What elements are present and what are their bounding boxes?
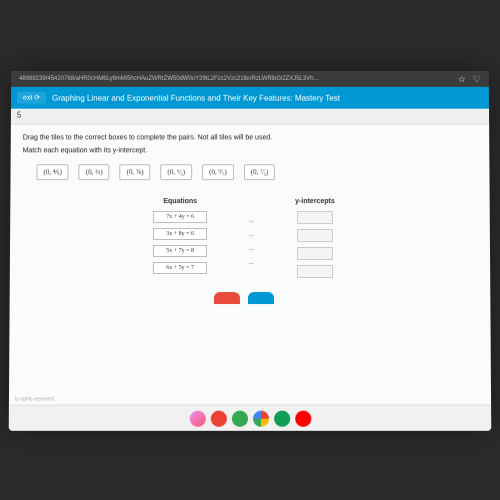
answer-tiles-row: (0, ⅘) (0, ⅔) (0, ⅞) (0, ⁶⁄₅) (0, ⁹⁄₇) (… [36,164,465,180]
answer-tile[interactable]: (0, ⁹⁄₇) [202,164,234,180]
url-text: 48988239/45420768/aHR0cHM6Ly9mMi5hcHAuZW… [19,71,318,87]
equations-column: Equations 7x + 4y = 6 3x + 8y = 6 5x + 7… [153,198,207,278]
answer-tile[interactable]: (0, ⅘) [36,164,68,180]
equation-box: 7x + 4y = 6 [153,211,207,223]
instruction-line-2: Match each equation with its y-intercept… [23,147,466,154]
chrome-shelf [9,405,492,431]
arrow-icon: → [247,216,255,225]
drop-targets [295,211,335,278]
app-icon[interactable] [274,410,290,426]
reset-button[interactable] [214,292,240,304]
youtube-icon[interactable] [295,410,311,426]
equation-box: 6x + 5y = 7 [153,262,207,274]
browser-url-bar: 48988239/45420768/aHR0cHM6Ly9mMi5hcHAuZW… [11,71,489,87]
equation-box: 5x + 7y = 8 [153,245,207,257]
url-actions: ☆ ♡ [458,71,481,87]
answer-tile[interactable]: (0, ⅞) [120,164,151,180]
favorite-heart-icon[interactable]: ♡ [473,71,481,87]
photo-background: 48988239/45420768/aHR0cHM6Ly9mMi5hcHAuZW… [0,0,500,500]
answer-tile[interactable]: (0, ⁷⁄₃) [244,164,276,180]
equations-list: 7x + 4y = 6 3x + 8y = 6 5x + 7y = 8 6x +… [153,211,207,274]
question-number: 5 [17,111,21,120]
docs-icon[interactable] [231,410,247,426]
answer-tile[interactable]: (0, ⁶⁄₅) [160,164,192,180]
chrome-icon[interactable] [253,410,269,426]
question-content: Drag the tiles to the correct boxes to c… [9,125,491,405]
app-header: ext ⟳ Graphing Linear and Exponential Fu… [11,87,489,109]
drop-target[interactable] [297,247,333,260]
header-tab[interactable]: ext ⟳ [17,92,46,104]
drop-column: y-intercepts [295,198,335,278]
page-title: Graphing Linear and Exponential Function… [52,93,340,102]
arrow-icon: → [247,244,255,253]
copyright-footer: ts rights reserved. [15,397,55,403]
shelf-app-icon[interactable] [189,410,205,426]
submit-button[interactable] [248,292,274,304]
matching-area: Equations 7x + 4y = 6 3x + 8y = 6 5x + 7… [22,198,466,278]
arrow-icon: → [247,230,255,239]
arrow-icon: → [247,258,255,267]
action-buttons [22,292,467,304]
drop-target[interactable] [297,211,333,224]
drop-target[interactable] [297,229,333,242]
arrows-column: → → → → [247,198,255,278]
equation-box: 3x + 8y = 6 [153,228,207,240]
question-number-row: 5 [11,109,489,125]
instruction-line-1: Drag the tiles to the correct boxes to c… [23,134,466,141]
bookmark-star-icon[interactable]: ☆ [458,71,466,87]
yintercepts-header: y-intercepts [295,198,335,205]
answer-tile[interactable]: (0, ⅔) [79,164,110,180]
equations-header: Equations [153,198,207,205]
drop-target[interactable] [297,265,333,278]
laptop-screen: 48988239/45420768/aHR0cHM6Ly9mMi5hcHAuZW… [9,71,492,431]
gmail-icon[interactable] [210,410,226,426]
